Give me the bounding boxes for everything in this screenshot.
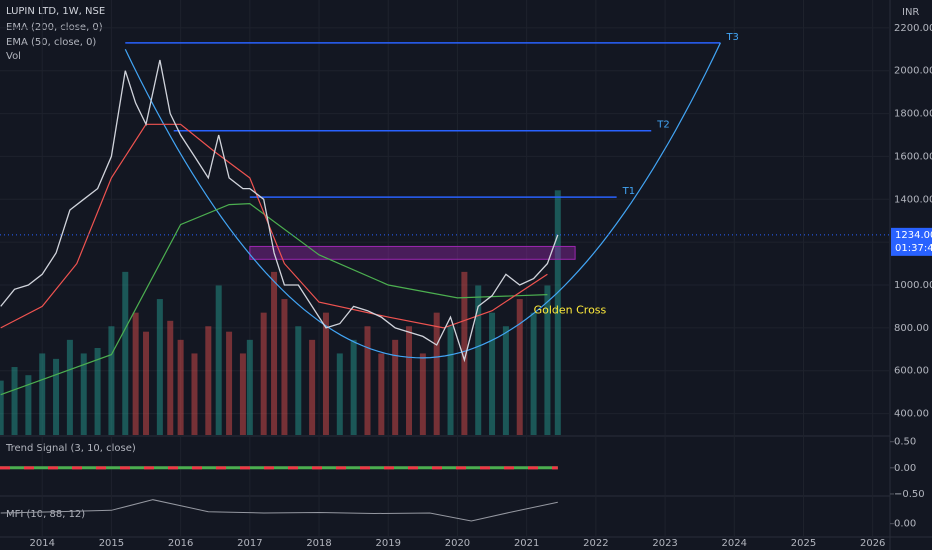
target-label: T2	[656, 120, 669, 131]
volume-bar	[350, 339, 357, 435]
volume-bar	[502, 326, 509, 435]
y-tick-label: 400.00	[894, 409, 929, 420]
price-tag-label: 1234.00	[895, 230, 932, 241]
volume-bar	[94, 348, 101, 435]
pane-title: MFI (10, 88, 12)	[6, 509, 85, 520]
symbol-title: LUPIN LTD, 1W, NSE	[6, 6, 105, 17]
volume-bar	[215, 285, 222, 435]
volume-bar	[364, 326, 371, 435]
y-tick-label: 1400.00	[894, 194, 932, 205]
volume-bar	[132, 312, 139, 435]
x-tick-label: 2024	[722, 538, 747, 549]
volume-bar	[530, 312, 537, 435]
x-tick-label: 2026	[860, 538, 885, 549]
volume-bar	[544, 285, 551, 435]
price-tag	[891, 227, 932, 256]
mfi-line	[0, 499, 558, 522]
pane-title: Trend Signal (3, 10, close)	[5, 443, 136, 454]
y-tick-label: 2200.00	[894, 23, 932, 34]
volume-bar	[143, 331, 150, 435]
y-tick-label: 1600.00	[894, 151, 932, 162]
volume-bar	[122, 271, 129, 435]
x-tick-label: 2016	[168, 538, 193, 549]
zone	[249, 245, 576, 260]
volume-bar	[475, 285, 482, 435]
y-tick-label: 1000.00	[894, 280, 932, 291]
volume-bar	[191, 353, 198, 435]
volume-bar	[271, 271, 278, 435]
x-tick-label: 2020	[445, 538, 470, 549]
ema-line	[0, 202, 548, 396]
volume-bar	[336, 353, 343, 435]
volume-bar	[392, 339, 399, 435]
volume-bar	[461, 271, 468, 435]
x-tick-label: 2019	[376, 538, 401, 549]
cup-arc	[124, 42, 721, 359]
volume-bar	[39, 353, 46, 435]
x-tick-label: 2018	[306, 538, 331, 549]
annotation: Golden Cross	[534, 304, 607, 317]
y-tick-label: 800.00	[894, 323, 929, 334]
volume-bar	[489, 312, 496, 435]
x-tick-label: 2021	[514, 538, 539, 549]
x-tick-label: 2022	[583, 538, 608, 549]
volume-bar	[246, 339, 253, 435]
volume-bar	[53, 358, 60, 435]
countdown: 01:37:42	[895, 243, 932, 254]
volume-bar	[226, 331, 233, 435]
volume-bar	[0, 380, 4, 435]
volume-bar	[239, 353, 246, 435]
y-tick-label: 0.00	[894, 519, 916, 530]
volume-bar	[66, 339, 73, 435]
legend-entry: EMA (50, close, 0)	[6, 37, 96, 48]
volume-bar	[295, 326, 302, 435]
volume-bar	[25, 375, 32, 435]
volume-bar	[322, 312, 329, 435]
volume-bar	[260, 312, 267, 435]
y-tick-label: 1800.00	[894, 109, 932, 120]
volume-bar	[309, 339, 316, 435]
target-label: T3	[725, 32, 738, 43]
volume-bar	[406, 326, 413, 435]
y-tick-label: 0.50	[894, 437, 916, 448]
volume-bar	[447, 326, 454, 435]
volume-bar	[433, 312, 440, 435]
y-tick-label: −0.50	[894, 489, 925, 500]
volume-bar	[80, 353, 87, 435]
x-tick-label: 2023	[652, 538, 677, 549]
currency: INR	[902, 7, 919, 18]
volume-bar	[167, 320, 174, 435]
volume-bar	[281, 299, 288, 435]
x-tick-label: 2015	[99, 538, 124, 549]
volume-bar	[11, 367, 18, 435]
y-tick-label: 0.00	[894, 463, 916, 474]
y-tick-label: 600.00	[894, 366, 929, 377]
x-tick-label: 2017	[237, 538, 262, 549]
x-tick-label: 2025	[791, 538, 816, 549]
volume-bar	[378, 353, 385, 435]
x-tick-label: 2014	[29, 538, 54, 549]
volume-bar	[516, 299, 523, 435]
volume-bar	[554, 190, 561, 435]
volume-bar	[156, 299, 163, 435]
y-tick-label: 2000.00	[894, 66, 932, 77]
volume-bar	[419, 353, 426, 435]
target-label: T1	[622, 186, 635, 197]
volume-bar	[108, 326, 115, 435]
ema-line	[0, 123, 548, 329]
price-line	[0, 59, 559, 363]
legend-entry: Vol	[6, 51, 21, 62]
volume-bar	[177, 339, 184, 435]
volume-bar	[205, 326, 212, 435]
